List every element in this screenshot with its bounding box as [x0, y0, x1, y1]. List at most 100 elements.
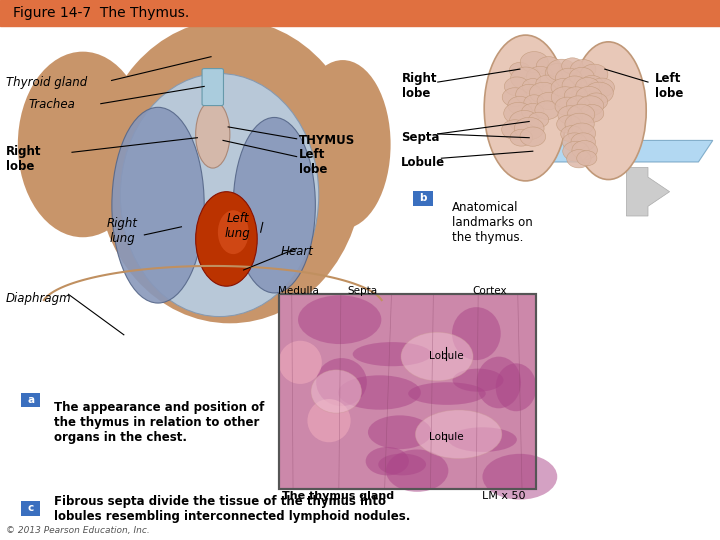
Circle shape — [562, 76, 587, 94]
Ellipse shape — [196, 100, 230, 168]
Circle shape — [516, 84, 543, 105]
Text: THYMUS: THYMUS — [299, 134, 355, 147]
Ellipse shape — [477, 356, 521, 408]
Circle shape — [570, 68, 594, 86]
Circle shape — [565, 113, 594, 135]
Ellipse shape — [452, 307, 500, 360]
Ellipse shape — [311, 370, 361, 413]
Text: Diaphragm: Diaphragm — [6, 292, 71, 305]
Circle shape — [562, 133, 587, 151]
Polygon shape — [536, 140, 713, 162]
Text: Left
lobe: Left lobe — [655, 72, 683, 100]
Text: Lobule: Lobule — [429, 433, 464, 442]
Circle shape — [570, 59, 596, 79]
Bar — [279, 294, 536, 489]
Ellipse shape — [295, 60, 390, 229]
Circle shape — [557, 115, 581, 133]
Text: Trachea: Trachea — [29, 98, 76, 111]
Circle shape — [547, 59, 576, 81]
Circle shape — [536, 57, 561, 75]
Circle shape — [509, 110, 539, 133]
Ellipse shape — [415, 410, 502, 458]
Circle shape — [575, 77, 600, 96]
Circle shape — [568, 123, 595, 144]
Circle shape — [535, 101, 559, 119]
Ellipse shape — [485, 35, 567, 181]
Circle shape — [590, 78, 614, 97]
Text: The appearance and position of
the thymus in relation to other
organs in the che: The appearance and position of the thymu… — [54, 401, 264, 444]
FancyBboxPatch shape — [202, 69, 223, 106]
Circle shape — [585, 82, 613, 104]
Circle shape — [522, 78, 544, 94]
Ellipse shape — [316, 358, 367, 406]
Text: Left
lobe: Left lobe — [299, 148, 327, 176]
Circle shape — [567, 96, 590, 113]
Ellipse shape — [408, 382, 486, 405]
Circle shape — [529, 82, 558, 104]
Ellipse shape — [368, 415, 431, 449]
Circle shape — [504, 77, 530, 96]
Text: Fibrous septa divide the tissue of the thymus into
lobules resembling interconne: Fibrous septa divide the tissue of the t… — [54, 495, 410, 523]
Circle shape — [528, 112, 549, 127]
Polygon shape — [626, 167, 670, 216]
Circle shape — [576, 86, 602, 106]
Circle shape — [545, 63, 571, 83]
Ellipse shape — [298, 295, 382, 344]
FancyBboxPatch shape — [21, 501, 40, 516]
Circle shape — [561, 126, 582, 142]
Circle shape — [567, 150, 591, 168]
Circle shape — [562, 58, 583, 74]
Circle shape — [514, 117, 544, 140]
Ellipse shape — [233, 117, 315, 293]
Text: Septa: Septa — [347, 286, 377, 295]
Ellipse shape — [196, 192, 257, 286]
Circle shape — [537, 92, 560, 110]
Circle shape — [577, 151, 597, 166]
Ellipse shape — [482, 454, 557, 500]
Text: Anatomical
landmarks on
the thymus.: Anatomical landmarks on the thymus. — [452, 201, 533, 245]
Ellipse shape — [453, 369, 503, 392]
Circle shape — [555, 97, 580, 116]
Circle shape — [572, 140, 598, 160]
Text: LM x 50: LM x 50 — [482, 491, 526, 501]
Ellipse shape — [96, 19, 364, 323]
Ellipse shape — [112, 107, 204, 303]
Ellipse shape — [307, 399, 351, 442]
Circle shape — [555, 68, 582, 89]
Circle shape — [577, 96, 604, 116]
Ellipse shape — [449, 427, 517, 452]
FancyBboxPatch shape — [413, 191, 433, 206]
Circle shape — [524, 95, 544, 110]
Ellipse shape — [401, 332, 473, 381]
Text: a: a — [27, 395, 34, 405]
Circle shape — [503, 88, 527, 106]
Circle shape — [580, 104, 604, 123]
Ellipse shape — [279, 341, 322, 384]
Ellipse shape — [353, 342, 431, 366]
Ellipse shape — [338, 375, 421, 410]
Ellipse shape — [378, 454, 426, 475]
Circle shape — [552, 87, 579, 107]
Circle shape — [564, 87, 588, 104]
Text: b: b — [419, 193, 427, 204]
Ellipse shape — [218, 210, 248, 254]
FancyBboxPatch shape — [21, 393, 40, 407]
Circle shape — [567, 104, 595, 125]
Circle shape — [502, 120, 528, 139]
Ellipse shape — [386, 449, 449, 492]
Ellipse shape — [495, 363, 536, 411]
Text: Septa: Septa — [401, 131, 439, 144]
Circle shape — [508, 96, 532, 114]
Ellipse shape — [18, 52, 148, 237]
Text: Figure 14-7  The Thymus.: Figure 14-7 The Thymus. — [13, 6, 189, 20]
Text: Right
lung: Right lung — [107, 217, 138, 245]
Circle shape — [581, 76, 603, 92]
Circle shape — [551, 78, 575, 97]
Circle shape — [510, 67, 541, 90]
Text: Lobule: Lobule — [401, 156, 445, 168]
Circle shape — [585, 93, 608, 110]
Circle shape — [558, 106, 582, 124]
Circle shape — [522, 104, 544, 120]
Text: The thymus gland: The thymus gland — [282, 491, 395, 501]
Circle shape — [563, 141, 589, 161]
